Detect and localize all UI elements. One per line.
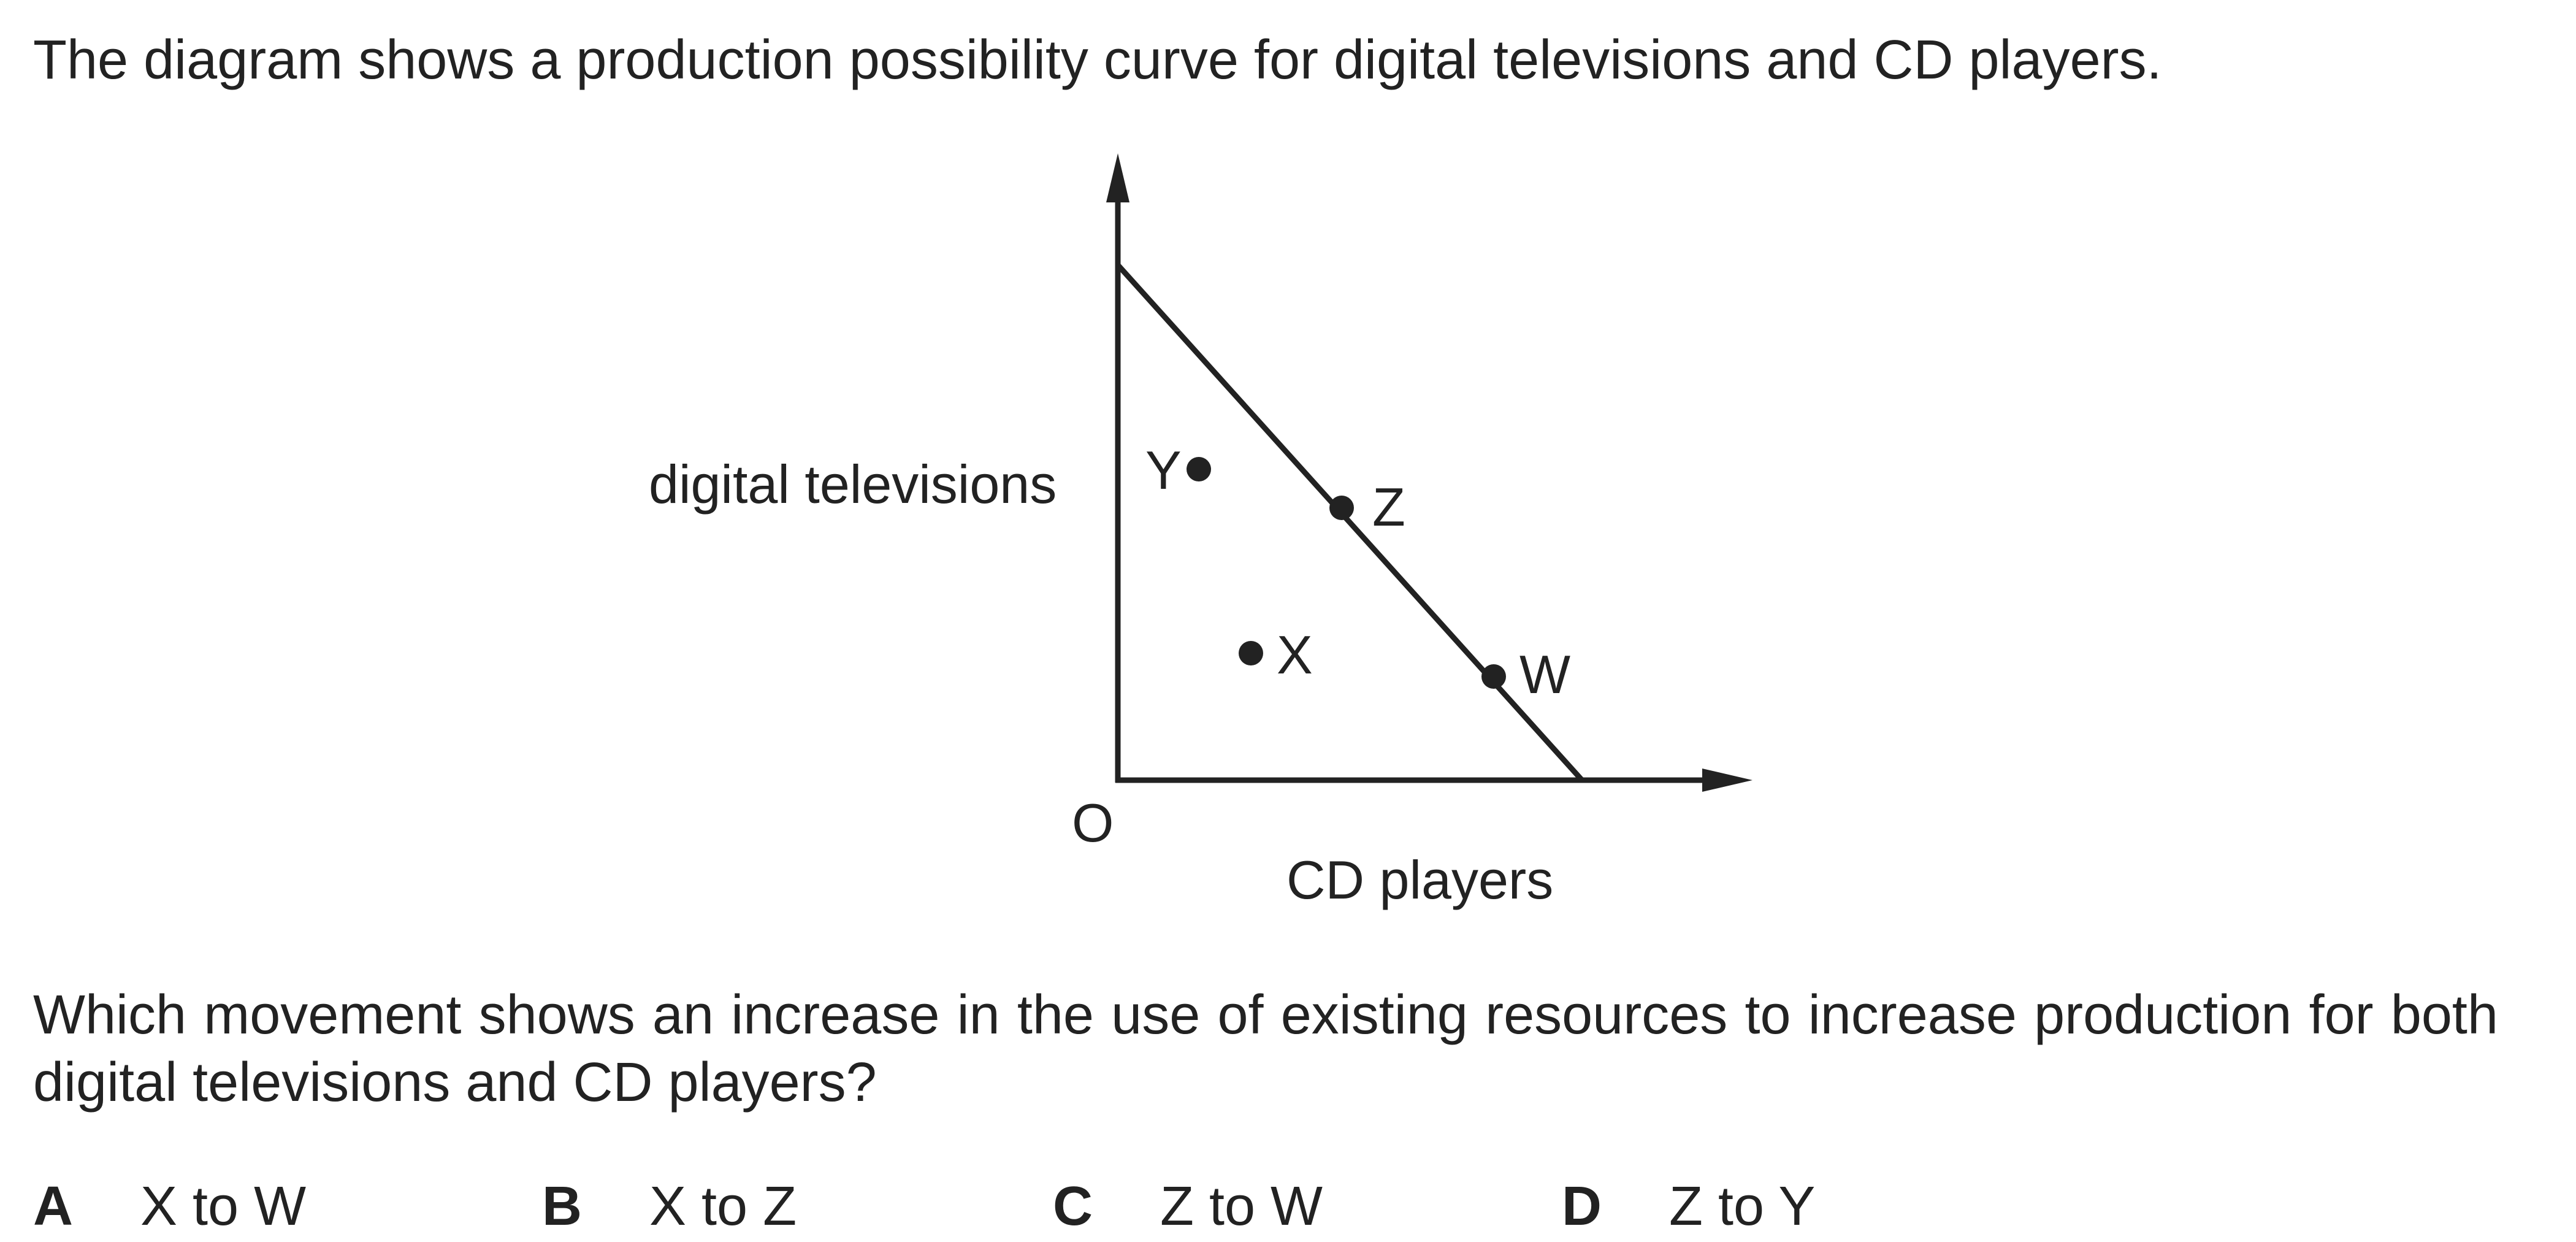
point-y-label: Y <box>1145 440 1182 500</box>
option-c-letter: C <box>1053 1176 1093 1237</box>
option-b-text: X to Z <box>649 1176 797 1237</box>
option-c: C Z to W <box>1053 1173 1323 1240</box>
option-b: B X to Z <box>542 1173 797 1240</box>
point-y-marker <box>1187 457 1211 481</box>
point-x-marker <box>1239 641 1263 665</box>
option-d: D Z to Y <box>1562 1173 1815 1240</box>
option-b-letter: B <box>542 1176 582 1237</box>
option-a-letter: A <box>33 1176 73 1237</box>
point-z-marker <box>1329 496 1354 520</box>
option-d-text: Z to Y <box>1669 1176 1816 1237</box>
x-axis-arrowhead <box>1702 769 1752 792</box>
option-c-text: Z to W <box>1160 1176 1323 1237</box>
option-a: A X to W <box>33 1173 306 1240</box>
point-z-label: Z <box>1372 477 1405 537</box>
question-text: Which movement shows an increase in the … <box>33 984 2498 1113</box>
point-w-marker <box>1481 664 1506 689</box>
point-w-label: W <box>1519 644 1570 705</box>
intro-text: The diagram shows a production possibili… <box>33 29 2162 91</box>
y-axis-arrowhead <box>1106 153 1129 202</box>
option-d-letter: D <box>1562 1176 1602 1237</box>
y-axis-label: digital televisions <box>649 454 1057 515</box>
production-possibility-curve <box>1115 263 1584 783</box>
option-a-text: X to W <box>140 1176 307 1237</box>
origin-label: O <box>1072 792 1114 853</box>
x-axis-label: CD players <box>1286 849 1553 910</box>
answer-options: A X to W B X to Z C Z to W D Z to Y <box>33 1173 2547 1240</box>
point-x-label: X <box>1277 624 1313 685</box>
